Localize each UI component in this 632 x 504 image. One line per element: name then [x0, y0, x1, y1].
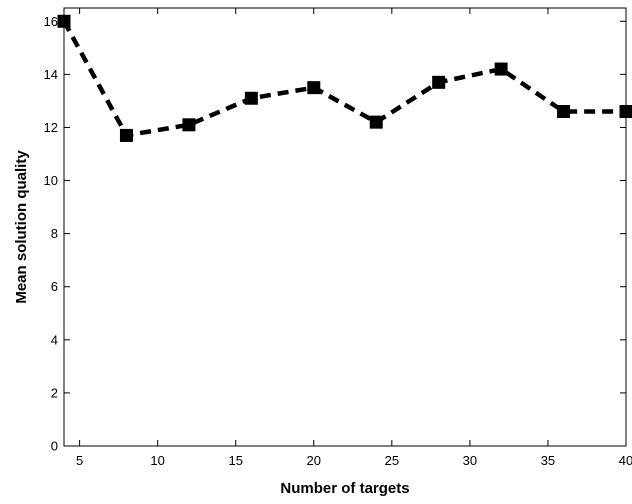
axis-ticks: 5 10 15 20 25 30 35 40 0 2 4 6 8 10 12 14 16 — [44, 8, 632, 468]
data-point — [619, 105, 632, 119]
y-tick-label: 16 — [44, 14, 58, 29]
y-tick-label: 8 — [51, 226, 58, 241]
x-tick-label: 20 — [307, 453, 321, 468]
data-point — [57, 14, 71, 28]
x-tick-label: 25 — [385, 453, 399, 468]
data-point — [307, 81, 321, 95]
data-point — [119, 128, 133, 142]
data-point — [557, 105, 571, 119]
data-point — [369, 115, 383, 129]
x-tick-label: 5 — [76, 453, 83, 468]
y-tick-label: 4 — [51, 332, 58, 347]
x-axis-title: Number of targets — [280, 480, 409, 497]
series-line — [62, 20, 626, 138]
x-tick-label: 15 — [228, 453, 242, 468]
y-axis-title: Mean solution quality — [13, 150, 30, 304]
data-point — [494, 62, 508, 76]
x-tick-label: 10 — [150, 453, 164, 468]
y-tick-label: 2 — [51, 385, 58, 400]
plot-area — [63, 7, 627, 447]
data-point — [432, 75, 446, 89]
x-tick-label: 35 — [541, 453, 555, 468]
x-tick-label: 30 — [463, 453, 477, 468]
y-tick-label: 10 — [44, 173, 58, 188]
y-tick-label: 12 — [44, 120, 58, 135]
y-tick-label: 6 — [51, 279, 58, 294]
y-tick-label: 14 — [44, 67, 58, 82]
data-point — [244, 91, 258, 105]
x-tick-label: 40 — [619, 453, 632, 468]
data-point — [182, 118, 196, 132]
series-group — [57, 14, 632, 142]
y-tick-label: 0 — [51, 439, 58, 454]
